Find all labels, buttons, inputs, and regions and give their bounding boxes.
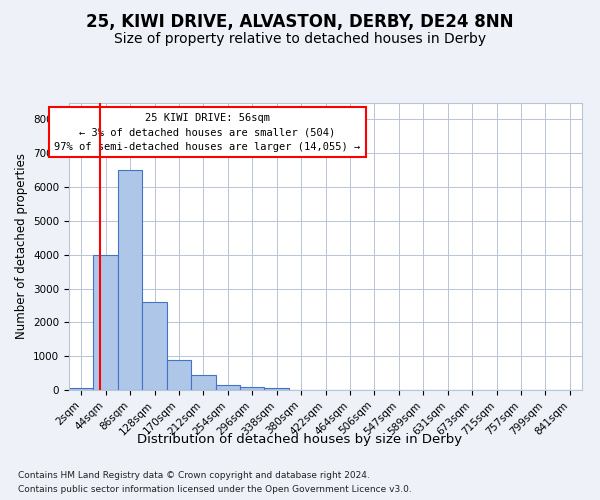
Bar: [215, 385, 240, 390]
Bar: [142, 302, 167, 390]
Bar: [191, 375, 215, 390]
Text: Contains public sector information licensed under the Open Government Licence v3: Contains public sector information licen…: [18, 485, 412, 494]
Bar: [167, 360, 191, 390]
Bar: [265, 388, 289, 390]
Bar: [69, 388, 94, 390]
Bar: [118, 170, 142, 390]
Text: 25, KIWI DRIVE, ALVASTON, DERBY, DE24 8NN: 25, KIWI DRIVE, ALVASTON, DERBY, DE24 8N…: [86, 12, 514, 30]
Text: Size of property relative to detached houses in Derby: Size of property relative to detached ho…: [114, 32, 486, 46]
Bar: [94, 254, 118, 390]
Text: Distribution of detached houses by size in Derby: Distribution of detached houses by size …: [137, 432, 463, 446]
Text: Contains HM Land Registry data © Crown copyright and database right 2024.: Contains HM Land Registry data © Crown c…: [18, 471, 370, 480]
Bar: [240, 386, 265, 390]
Y-axis label: Number of detached properties: Number of detached properties: [14, 153, 28, 340]
Text: 25 KIWI DRIVE: 56sqm
← 3% of detached houses are smaller (504)
97% of semi-detac: 25 KIWI DRIVE: 56sqm ← 3% of detached ho…: [55, 112, 361, 152]
